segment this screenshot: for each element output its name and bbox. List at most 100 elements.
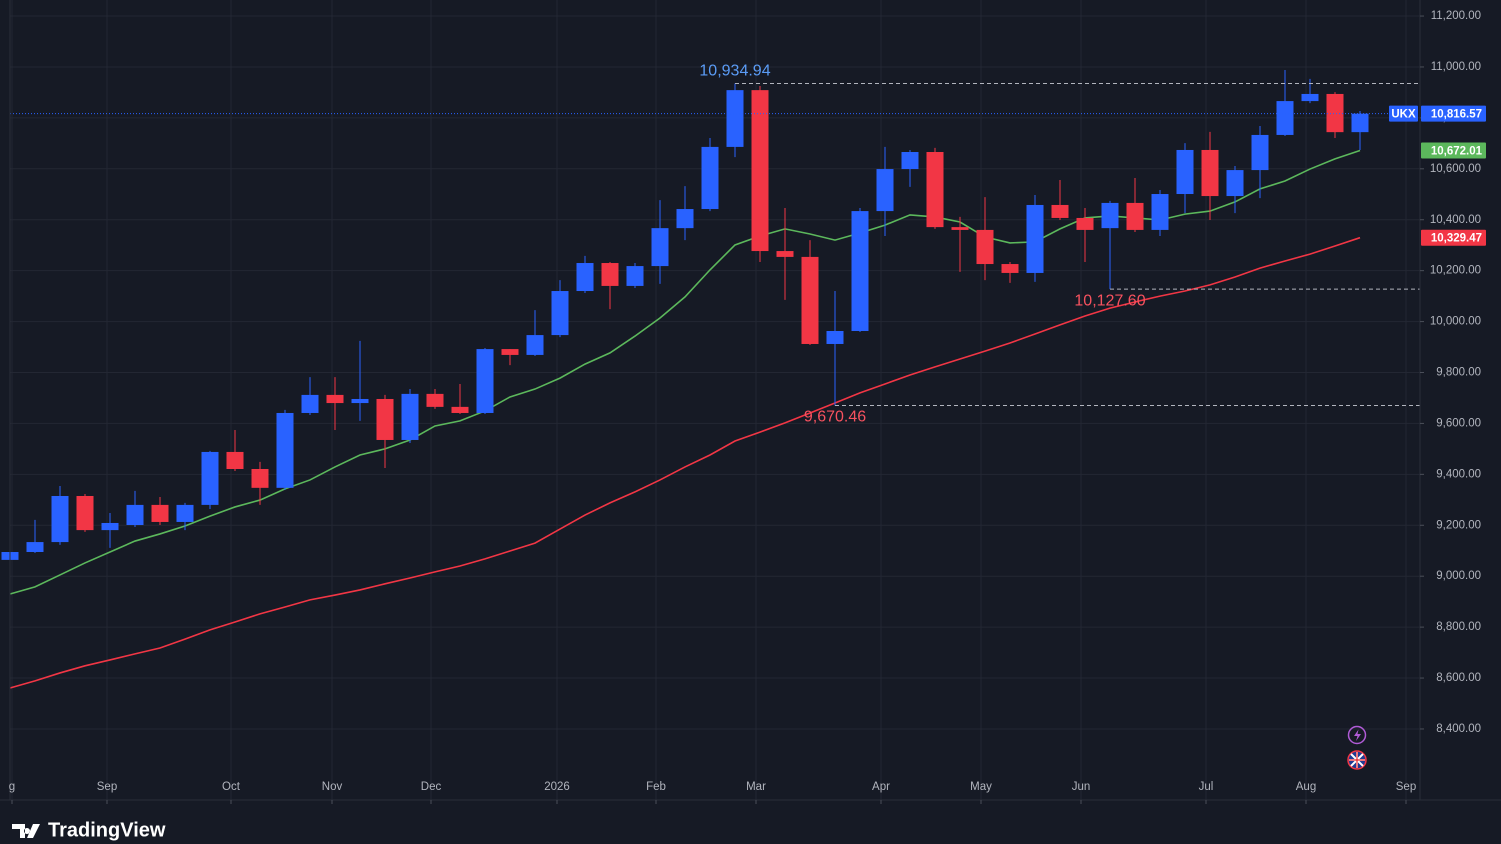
grid — [10, 0, 1420, 800]
indicator-price-label: 10,329.47 — [1431, 233, 1482, 245]
y-tick-label: 8,600.00 — [1436, 672, 1481, 684]
x-tick-label: Mar — [746, 781, 766, 793]
candle-body — [851, 211, 869, 331]
candle-body — [376, 398, 394, 440]
candle-body — [951, 227, 969, 230]
candle-body — [676, 209, 694, 229]
y-tick-label: 10,400.00 — [1430, 214, 1481, 226]
candle-body — [51, 495, 69, 543]
candle-body — [401, 393, 419, 440]
candle-body — [751, 90, 769, 252]
candle-body — [1226, 170, 1244, 197]
candle-body — [276, 412, 294, 488]
candle-body — [151, 504, 169, 522]
y-tick-label: 9,600.00 — [1436, 417, 1481, 429]
y-tick-label: 11,200.00 — [1431, 10, 1481, 22]
candle-body — [451, 406, 469, 413]
moving-average-line — [9, 236, 1361, 689]
candle-body — [301, 394, 319, 413]
candle-body — [326, 394, 344, 404]
candle-body — [176, 504, 194, 522]
x-tick-label: Sep — [97, 781, 117, 793]
annotation-label: 10,934.94 — [699, 63, 770, 80]
indicator-price-box — [1421, 142, 1486, 159]
x-tick-label: 2026 — [544, 781, 570, 793]
candle-body — [701, 146, 719, 210]
y-tick-label: 10,000.00 — [1430, 316, 1481, 328]
candle-body — [1326, 93, 1344, 133]
overlay: 10,934.94 9,670.46 10,127.60 — [10, 63, 1420, 426]
candle-body — [1026, 204, 1044, 273]
x-tick-label: Apr — [872, 781, 890, 793]
x-tick-label: Dec — [421, 781, 442, 793]
candle-body — [1126, 202, 1144, 230]
region-flag-icon[interactable] — [1347, 750, 1367, 770]
candle-body — [526, 335, 544, 355]
last-price-box — [1421, 105, 1486, 122]
candles — [1, 70, 1369, 562]
candle-body — [201, 451, 219, 505]
candle-body — [1301, 93, 1319, 102]
candle-body — [1176, 149, 1194, 195]
candle-body — [1051, 204, 1069, 218]
candle-body — [226, 451, 244, 470]
candle-body — [976, 229, 994, 265]
candle-body — [551, 291, 569, 336]
symbol-label: UKX — [1391, 109, 1416, 121]
candle-body — [251, 469, 269, 488]
y-tick-label: 10,600.00 — [1430, 163, 1481, 175]
y-tick-label: 8,400.00 — [1436, 723, 1481, 735]
x-tick-label: Jul — [1199, 781, 1214, 793]
candle-body — [776, 251, 794, 257]
x-tick-label: Feb — [646, 781, 666, 793]
axes: 8,400.00 8,600.00 8,800.00 9,000.00 9,200.00… — [9, 10, 1486, 804]
candle-body — [26, 542, 44, 553]
candle-body — [101, 522, 119, 531]
candle-body — [1201, 149, 1219, 197]
candle-body — [351, 398, 369, 404]
candle-body — [76, 495, 94, 531]
candle-body — [901, 152, 919, 170]
candle-body — [1101, 202, 1119, 229]
candle-body — [726, 90, 744, 147]
alert-icon[interactable] — [1347, 725, 1367, 745]
annotation-label: 9,670.46 — [804, 409, 866, 426]
candle-body — [876, 169, 894, 212]
indicator-price-box — [1421, 229, 1486, 246]
y-tick-label: 8,800.00 — [1436, 621, 1481, 633]
candle-body — [801, 256, 819, 344]
y-tick-label: 9,200.00 — [1436, 519, 1481, 531]
candle-body — [601, 263, 619, 286]
x-tick-label: Nov — [322, 781, 343, 793]
x-tick-label: Jun — [1072, 781, 1091, 793]
candle-body — [926, 152, 944, 228]
y-tick-label: 9,000.00 — [1436, 570, 1481, 582]
candle-body — [426, 393, 444, 407]
candle-body — [126, 504, 144, 526]
brand-name: TradingView — [48, 819, 166, 841]
candle-body — [576, 263, 594, 292]
y-tick-label: 10,200.00 — [1430, 265, 1481, 277]
y-tick-label: 9,800.00 — [1436, 367, 1481, 379]
brand-logo — [12, 824, 40, 838]
x-tick-label: Sep — [1396, 781, 1416, 793]
annotation-label: 10,127.60 — [1074, 292, 1145, 309]
candle-body — [1076, 217, 1094, 230]
x-tick-label: Oct — [222, 781, 241, 793]
last-price-label: 10,816.57 — [1431, 109, 1482, 121]
candle-body — [826, 330, 844, 344]
candle-body — [1251, 134, 1269, 171]
x-tick-label: Aug — [1296, 781, 1316, 793]
candle-body — [1351, 113, 1369, 133]
y-tick-label: 11,000.00 — [1431, 61, 1481, 73]
candle-body — [651, 228, 669, 267]
candle-body — [626, 266, 644, 286]
indicator-price-label: 10,672.01 — [1431, 146, 1483, 158]
candle-body — [476, 349, 494, 413]
symbol-box — [1389, 105, 1418, 122]
candle-body — [1276, 101, 1294, 135]
candle-body — [1151, 194, 1169, 230]
